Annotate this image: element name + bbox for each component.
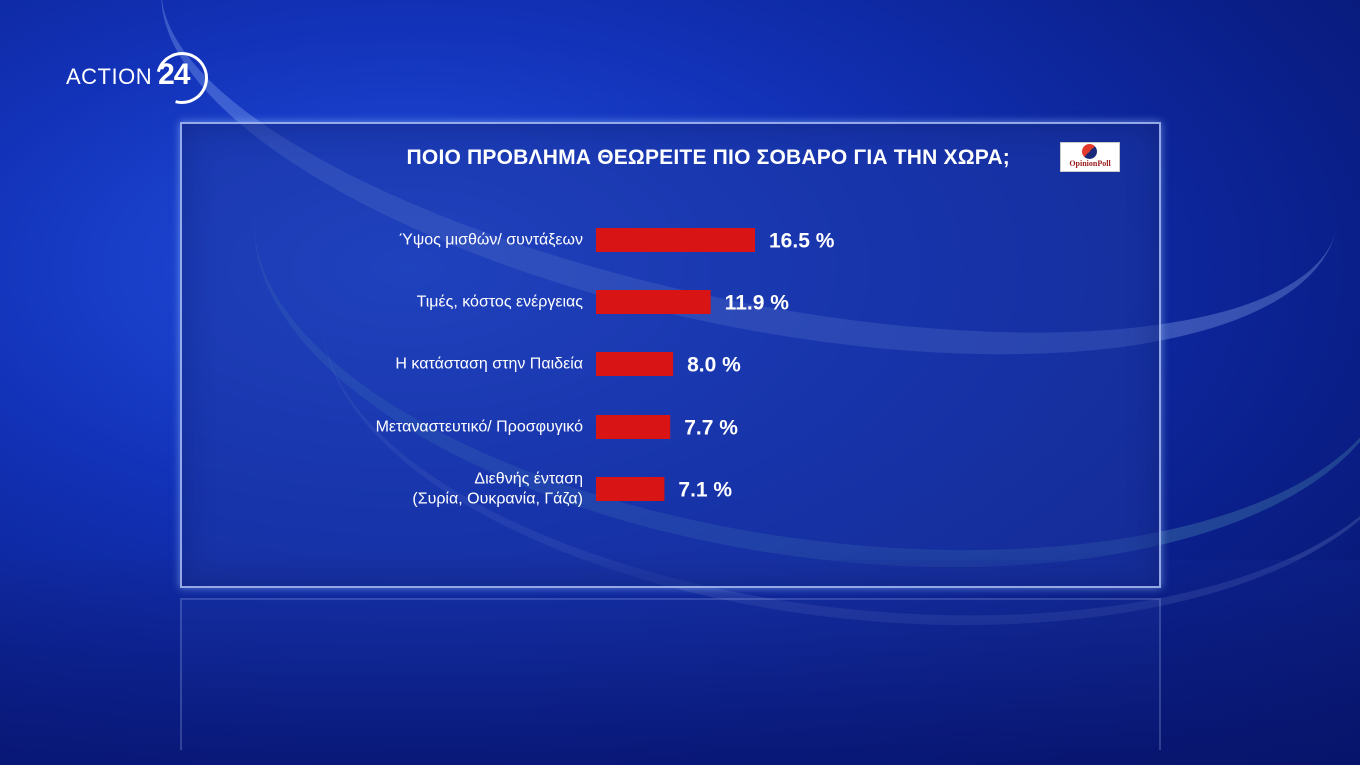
category-label: (Συρία, Ουκρανία, Γάζα) <box>412 491 583 508</box>
studio-floor <box>0 560 1360 765</box>
bar <box>596 415 671 439</box>
bar <box>596 352 674 376</box>
chart-panel <box>180 122 1161 588</box>
bar <box>596 477 665 501</box>
chart-panel-reflection <box>180 598 1161 750</box>
category-label: Διεθνής ένταση <box>474 471 583 488</box>
value-label: 7.7 % <box>684 417 738 440</box>
value-label: 11.9 % <box>725 292 790 315</box>
category-label: Η κατάσταση στην Παιδεία <box>395 356 583 373</box>
pollster-logo: OpinionPoll <box>1060 142 1120 172</box>
category-label: Τιμές, κόστος ενέργειας <box>417 294 584 311</box>
category-label: Ύψος μισθών/ συντάξεων <box>399 232 583 249</box>
channel-logo-text: ACTION <box>66 64 153 89</box>
bar <box>596 228 755 252</box>
channel-logo: ACTION 24 <box>66 42 218 114</box>
value-label: 8.0 % <box>687 354 741 377</box>
value-label: 7.1 % <box>678 479 732 502</box>
pollster-logo-text: OpinionPoll <box>1069 159 1111 168</box>
chart-title: ΠΟΙΟ ΠΡΟΒΛΗΜΑ ΘΕΩΡΕΙΤΕ ΠΙΟ ΣΟΒΑΡΟ ΓΙΑ ΤΗ… <box>406 146 1010 169</box>
bar <box>596 290 711 314</box>
pollster-logo-icon <box>1082 144 1097 159</box>
channel-logo-number: 24 <box>158 58 190 91</box>
value-label: 16.5 % <box>769 230 835 253</box>
channel-logo-mark: 24 <box>146 42 218 114</box>
category-label: Μεταναστευτικό/ Προσφυγικό <box>376 419 584 436</box>
